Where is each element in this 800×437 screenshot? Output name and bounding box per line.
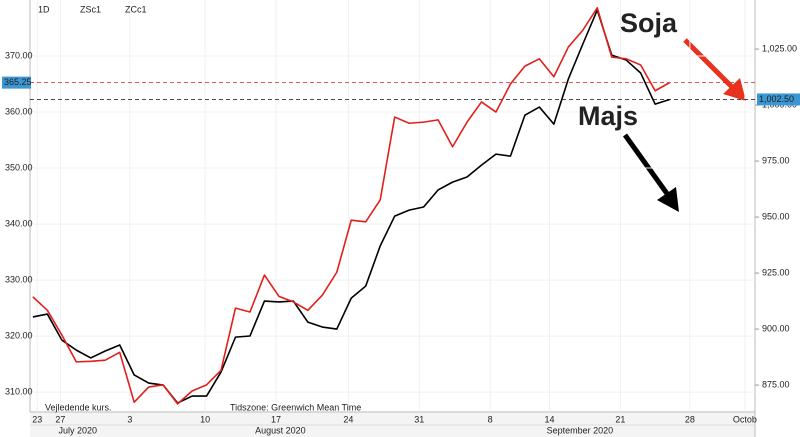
x-tick-label: 14 xyxy=(545,414,555,424)
soja-arrowhead xyxy=(723,78,746,101)
price-label: 365.25 xyxy=(4,77,32,87)
x-tick-label: 23 xyxy=(32,414,42,424)
x-tick-label: 21 xyxy=(615,414,625,424)
x-tick-label: 31 xyxy=(414,414,424,424)
legend-entry: ZCc1 xyxy=(125,4,147,14)
majs-arrow xyxy=(622,133,671,197)
x-tick-label: 10 xyxy=(200,414,210,424)
price-label: 1,002.50 xyxy=(759,94,794,104)
series-line xyxy=(32,9,670,404)
legend-entry: ZSc1 xyxy=(80,4,101,14)
footer-note: Tidszone: Greenwich Mean Time xyxy=(230,402,361,412)
x-tick-label: 17 xyxy=(271,414,281,424)
price-label-box xyxy=(757,93,800,106)
y2-tick-label: 875.00 xyxy=(762,379,790,389)
x-tick-label: 24 xyxy=(343,414,353,424)
soja-arrow xyxy=(683,38,735,90)
y2-tick-label: 1,025.00 xyxy=(762,43,797,53)
x-tick-label: 27 xyxy=(55,414,65,424)
x-tick-label: 28 xyxy=(685,414,695,424)
footer-note: Vejledende kurs. xyxy=(45,402,112,412)
x-tick-label: 3 xyxy=(127,414,132,424)
month-label: September 2020 xyxy=(547,425,614,435)
y2-tick-label: 950.00 xyxy=(762,211,790,221)
arrows xyxy=(622,38,746,212)
y-tick-label: 320.00 xyxy=(5,330,33,340)
y-tick-label: 330.00 xyxy=(5,274,33,284)
month-label: July 2020 xyxy=(58,425,97,435)
series-line xyxy=(32,7,671,405)
price-label-box xyxy=(2,76,31,89)
annotation: Majs xyxy=(578,101,638,131)
month-label: August 2020 xyxy=(255,425,306,435)
y-tick-label: 340.00 xyxy=(5,218,33,228)
x-tick-label: Octob xyxy=(733,414,757,424)
majs-arrowhead xyxy=(657,187,679,212)
y-tick-label: 310.00 xyxy=(5,386,33,396)
y2-tick-label: 900.00 xyxy=(762,323,790,333)
annotation: Soja xyxy=(620,8,678,38)
y-tick-label: 360.00 xyxy=(5,106,33,116)
y2-tick-label: 975.00 xyxy=(762,155,790,165)
y-tick-label: 370.00 xyxy=(5,50,33,60)
y2-tick-label: 925.00 xyxy=(762,267,790,277)
interval: 1D xyxy=(38,4,50,14)
y-tick-label: 350.00 xyxy=(5,162,33,172)
x-tick-label: 8 xyxy=(488,414,493,424)
